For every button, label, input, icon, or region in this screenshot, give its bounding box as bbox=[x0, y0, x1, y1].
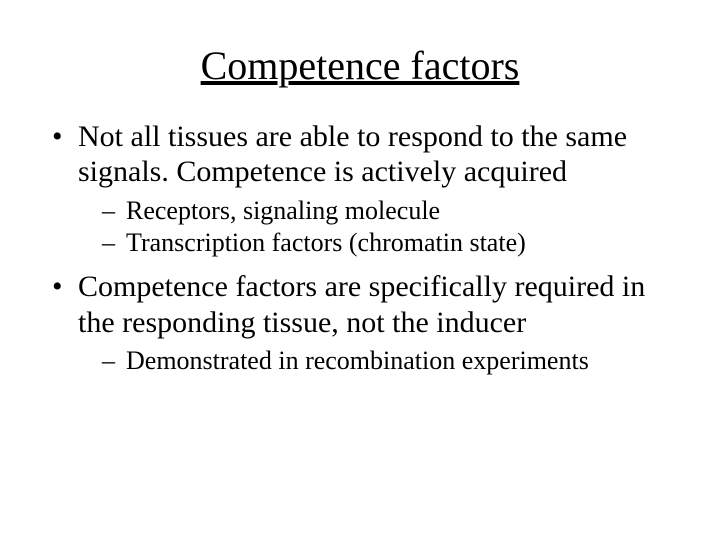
bullet-item: Not all tissues are able to respond to t… bbox=[50, 119, 670, 259]
slide-body: Not all tissues are able to respond to t… bbox=[0, 99, 720, 377]
sub-bullet-item: Demonstrated in recombination experiment… bbox=[102, 346, 670, 377]
bullet-list-level-2: Receptors, signaling molecule Transcript… bbox=[78, 196, 670, 259]
bullet-list-level-1: Not all tissues are able to respond to t… bbox=[50, 119, 670, 377]
sub-bullet-text: Transcription factors (chromatin state) bbox=[126, 228, 526, 257]
slide: Competence factors Not all tissues are a… bbox=[0, 0, 720, 540]
bullet-item: Competence factors are specifically requ… bbox=[50, 269, 670, 376]
sub-bullet-item: Transcription factors (chromatin state) bbox=[102, 228, 670, 259]
bullet-list-level-2: Demonstrated in recombination experiment… bbox=[78, 346, 670, 377]
bullet-text: Competence factors are specifically requ… bbox=[78, 270, 645, 338]
slide-title: Competence factors bbox=[0, 0, 720, 99]
sub-bullet-item: Receptors, signaling molecule bbox=[102, 196, 670, 227]
bullet-text: Not all tissues are able to respond to t… bbox=[78, 120, 627, 188]
sub-bullet-text: Receptors, signaling molecule bbox=[126, 196, 440, 225]
sub-bullet-text: Demonstrated in recombination experiment… bbox=[126, 346, 589, 375]
